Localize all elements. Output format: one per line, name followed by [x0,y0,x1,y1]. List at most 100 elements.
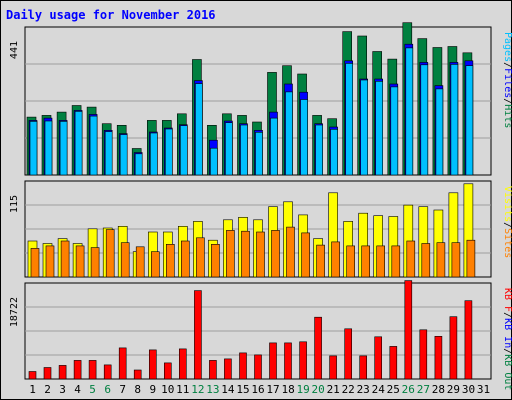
day-label: 13 [206,383,219,396]
day-label: 16 [251,383,264,396]
middle-bar-sites [451,242,461,278]
top-bar-pages [59,121,68,176]
top-bar-pages [285,91,293,176]
middle-bar-sites [151,251,160,278]
top-bar-pages [255,132,263,176]
day-label: 7 [119,383,126,396]
bottom-bar-kb-f [449,316,458,380]
middle-bar-sites [135,246,145,278]
bottom-max-label: 18722 [9,297,20,327]
middle-bar-sites [346,245,356,278]
top-bar-pages [450,64,459,176]
day-label: 3 [59,383,66,396]
middle-legend-entry: Visits [502,186,512,222]
day-label: 20 [311,383,324,396]
top-bar-pages [420,64,429,176]
day-label: 8 [134,383,141,396]
bottom-bar-kb-f [254,354,262,380]
day-label: 11 [176,383,189,396]
day-label: 24 [372,383,386,396]
bottom-bar-kb-f [58,365,67,380]
top-bar-pages [225,122,233,176]
middle-bar-sites [331,241,340,278]
top-bar-pages [119,134,128,176]
bottom-bar-kb-f [419,329,428,380]
day-label: 2 [44,383,51,396]
day-label: 30 [462,383,475,396]
top-bar-pages [435,88,444,176]
bottom-legend: KB F/KB In/KB Out [502,288,512,390]
bottom-bar-kb-f [149,349,157,380]
middle-bar-sites [90,247,100,278]
day-label: 19 [296,383,309,396]
middle-bar-sites [166,244,175,278]
bottom-bar-kb-f [314,316,322,380]
top-bar-pages [210,147,218,176]
top-bar-pages [195,83,203,176]
day-label: 31 [477,383,490,396]
top-bar-pages [89,115,98,176]
top-bar-pages [390,86,399,176]
top-bar-pages [165,128,173,176]
bottom-bar-kb-f [389,346,398,380]
bottom-bar-kb-f [224,358,232,380]
middle-bar-sites [196,237,205,278]
bottom-bar-kb-f [464,300,473,380]
bottom-legend-entry: KB In [502,318,512,348]
bottom-bar-kb-f [179,348,187,380]
top-max-label: 441 [9,41,20,59]
day-label: 4 [74,383,81,396]
day-label: 14 [221,383,235,396]
middle-bar-sites [421,243,431,278]
top-bar-pages [345,63,354,176]
top-bar-pages [150,132,158,176]
bottom-legend-entry: / [502,348,512,354]
bottom-bar-kb-f [73,360,82,380]
day-label: 21 [327,383,340,396]
day-label: 1 [29,383,36,396]
day-label: 28 [432,383,445,396]
top-legend-entry: Files [502,68,512,98]
day-label: 29 [447,383,460,396]
middle-bar-sites [436,242,446,278]
middle-legend-entry: Sites [502,228,512,258]
bottom-bar-kb-f [344,328,353,380]
middle-bar-sites [271,230,280,278]
top-bar-pages [360,79,369,176]
bottom-bar-kb-f [239,352,247,380]
bottom-bar-kb-f [269,342,277,380]
middle-bar-sites [226,230,235,278]
top-bar-pages [240,124,248,176]
middle-bar-sites [241,230,250,278]
bottom-bar-kb-f [209,360,217,380]
day-label: 5 [89,383,96,396]
top-bar-pages [44,120,53,176]
top-bar-pages [74,111,83,176]
day-label: 6 [104,383,111,396]
bottom-bar-kb-f [133,369,142,380]
middle-max-label: 115 [9,195,20,213]
top-legend-entry: / [502,62,512,68]
bottom-legend-entry: KB F [502,288,512,312]
top-bar-pages [315,124,323,176]
middle-bar-sites [406,240,416,278]
day-label: 12 [191,383,204,396]
top-bar-pages [405,47,414,176]
bottom-bar-kb-f [299,341,307,380]
day-label: 22 [342,383,355,396]
middle-bar-sites [286,226,295,278]
middle-bar-sites [466,239,476,278]
top-bar-pages [375,81,384,176]
middle-bar-sites [376,245,386,278]
top-bar-pages [180,125,188,176]
bottom-bar-kb-f [434,335,443,380]
day-label: 15 [236,383,249,396]
top-bar-pages [330,129,338,176]
top-legend-entry: Hits [502,104,512,128]
middle-bar-sites [316,244,325,278]
middle-bar-sites [391,245,401,278]
day-label: 23 [357,383,370,396]
middle-bar-sites [45,245,55,278]
day-label: 9 [149,383,156,396]
middle-bar-sites [361,245,371,278]
